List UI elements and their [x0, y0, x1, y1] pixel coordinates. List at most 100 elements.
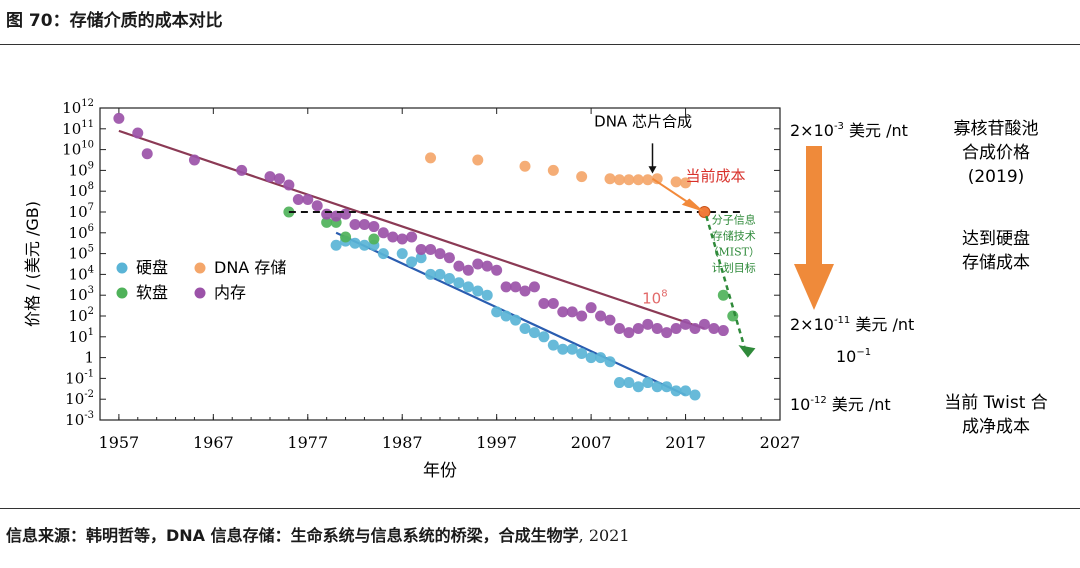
x-axis-label: 年份	[423, 461, 457, 481]
legend-label: 内存	[214, 283, 246, 302]
data-point	[661, 381, 673, 393]
data-point	[566, 343, 578, 355]
data-point	[283, 179, 295, 191]
data-point	[604, 314, 616, 326]
data-point	[613, 377, 625, 389]
data-point	[453, 260, 465, 272]
data-point	[651, 381, 663, 393]
mist-arrowhead	[738, 345, 756, 358]
data-point	[377, 227, 389, 239]
data-point	[321, 216, 333, 228]
data-point	[547, 339, 559, 351]
data-point	[434, 268, 446, 280]
data-point	[340, 208, 352, 220]
data-point	[330, 210, 342, 222]
x-tick-label: 2027	[760, 433, 801, 452]
data-point	[406, 231, 418, 243]
data-point	[340, 231, 352, 243]
y-axis-label: 价格 / (美元 /GB)	[23, 201, 42, 327]
twist-cost-label: 10-12 美元 /nt	[790, 395, 891, 414]
mist-label-line: 分子信息	[712, 212, 756, 226]
cost-low-label: 2×10-11 美元 /nt	[790, 315, 914, 334]
data-point	[651, 322, 663, 334]
chip-synthesis-label: DNA 芯片合成	[594, 113, 692, 131]
data-point	[443, 273, 455, 285]
data-point	[528, 327, 540, 339]
y-tick-label: 104	[69, 264, 94, 283]
data-point	[613, 174, 625, 186]
twist-net-cost-label: 当前 Twist 合	[944, 393, 1048, 413]
x-axis: 1957 1967 1977 1987 1997 2007 2017 2027 年份	[99, 108, 801, 481]
legend-label: 软盘	[136, 283, 168, 302]
data-point	[311, 200, 323, 212]
data-point	[698, 318, 710, 330]
data-point	[358, 239, 370, 251]
data-point	[443, 252, 455, 264]
big-orange-arrowhead	[794, 264, 834, 310]
y-tick-label: 1012	[62, 98, 94, 117]
data-point	[576, 310, 588, 322]
data-point	[651, 173, 663, 185]
legend-marker	[116, 262, 128, 274]
data-point	[387, 231, 399, 243]
oligo-pool-price-label: 合成价格	[962, 143, 1030, 163]
data-point	[576, 171, 588, 183]
data-point	[472, 154, 484, 166]
data-point	[623, 174, 635, 186]
data-point	[717, 289, 729, 301]
legend-marker	[194, 262, 206, 274]
data-point	[661, 327, 673, 339]
data-point	[491, 306, 503, 318]
reduction-factor-label: 108	[642, 289, 667, 308]
data-point	[623, 327, 635, 339]
data-point	[349, 218, 361, 230]
data-point	[595, 310, 607, 322]
data-point	[500, 310, 512, 322]
trend-line	[118, 129, 705, 330]
cost-high-label: 2×10-3 美元 /nt	[790, 121, 908, 140]
y-axis: 1012101110101091081071061051041031021011…	[23, 98, 780, 429]
ratio-label: 10−1	[836, 347, 871, 366]
data-point	[613, 322, 625, 334]
source-label: 信息来源：韩明哲等，DNA 信息存储：生命系统与信息系统的桥梁，合成生物学	[6, 526, 579, 545]
data-point	[528, 281, 540, 293]
data-point	[519, 322, 531, 334]
data-point	[680, 318, 692, 330]
current-cost-label: 当前成本	[686, 167, 746, 185]
big-orange-arrow-shaft	[806, 146, 822, 264]
data-point	[557, 343, 569, 355]
data-point	[547, 298, 559, 310]
data-point	[717, 325, 729, 337]
reach-hdd-cost-label: 存储成本	[962, 253, 1030, 273]
data-point	[368, 233, 380, 245]
data-point	[415, 252, 427, 264]
data-point	[406, 256, 418, 268]
data-point	[358, 218, 370, 230]
mist-label-line: （MIST）	[708, 245, 760, 258]
legend-label: 硬盘	[136, 258, 168, 277]
current-cost-arrowhead	[681, 198, 705, 212]
data-point	[264, 171, 276, 183]
data-points	[113, 112, 739, 401]
data-point	[321, 208, 333, 220]
data-point	[632, 322, 644, 334]
y-tick-label: 101	[69, 327, 94, 346]
data-point	[632, 174, 644, 186]
reach-hdd-cost-label: 达到硬盘	[962, 229, 1030, 249]
data-point	[680, 177, 692, 189]
data-point	[557, 306, 569, 318]
y-tick-label: 106	[69, 223, 94, 242]
data-point	[292, 194, 304, 206]
top-divider	[0, 44, 1080, 45]
data-point	[642, 318, 654, 330]
x-tick-label: 1987	[382, 433, 423, 452]
y-tick-label: 10-2	[65, 389, 94, 408]
data-point	[368, 221, 380, 233]
y-tick-label: 103	[69, 285, 94, 304]
data-point	[425, 152, 437, 164]
data-point	[623, 377, 635, 389]
data-point	[462, 264, 474, 276]
data-point	[330, 239, 342, 251]
bottom-divider	[0, 508, 1080, 509]
